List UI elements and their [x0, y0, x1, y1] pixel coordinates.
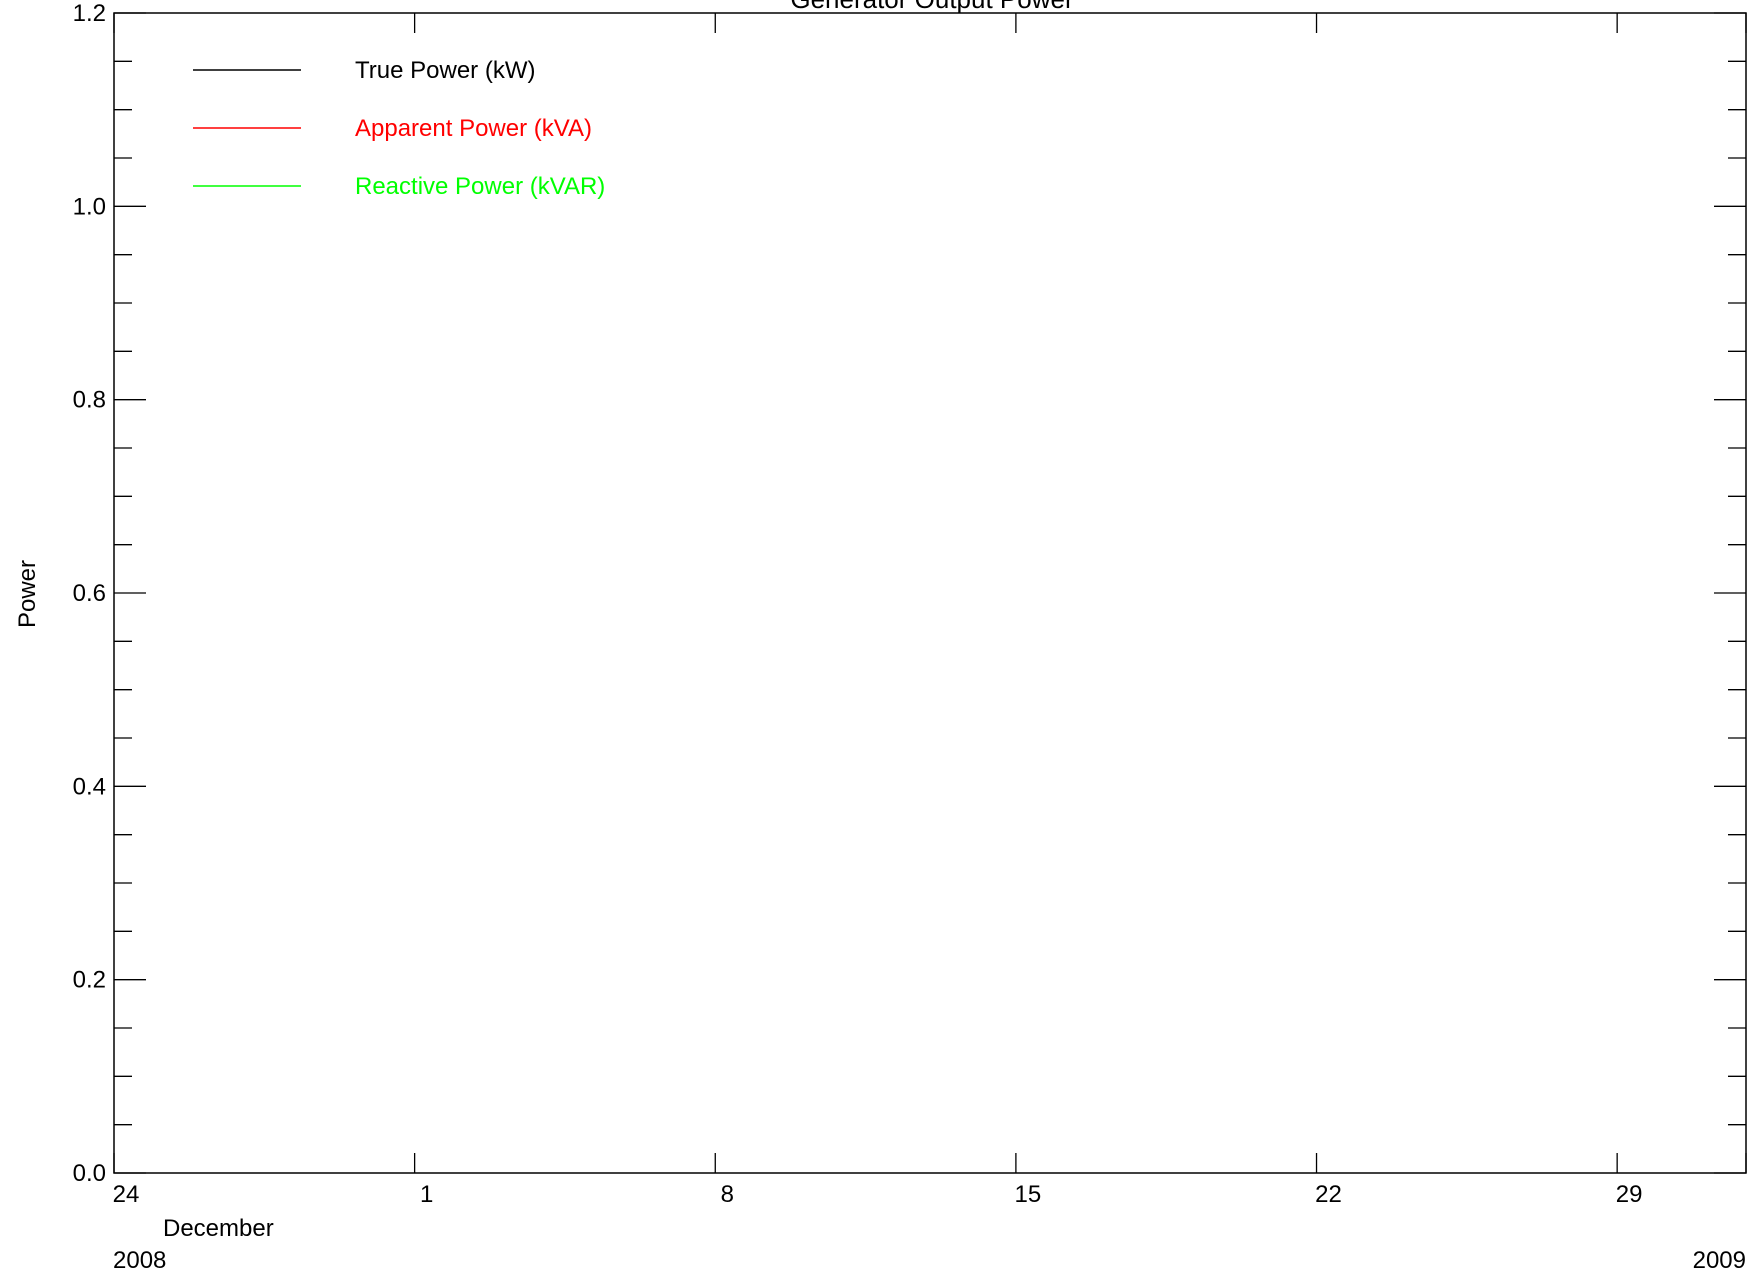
- legend-label: Apparent Power (kVA): [355, 115, 592, 142]
- chart-title: Generator Output Power: [790, 0, 1074, 14]
- legend-label: Reactive Power (kVAR): [355, 173, 605, 200]
- y-tick-label: 0.6: [73, 580, 106, 607]
- year-label-start: 2008: [113, 1247, 166, 1272]
- legend: True Power (kW) Apparent Power (kVA) React…: [193, 57, 605, 200]
- y-tick-label: 0.0: [73, 1160, 106, 1187]
- x-tick-label: 8: [721, 1181, 734, 1208]
- x-tick-label: 29: [1616, 1181, 1643, 1208]
- y-axis-label: Power: [14, 560, 41, 628]
- y-tick-label: 0.8: [73, 387, 106, 414]
- year-label-end: 2009: [1693, 1247, 1746, 1272]
- x-tick-label: 1: [420, 1181, 433, 1208]
- y-tick-label: 1.0: [73, 193, 106, 220]
- x-tick-label: 22: [1315, 1181, 1342, 1208]
- x-tick-label: 24: [113, 1181, 140, 1208]
- y-tick-label: 0.4: [73, 773, 106, 800]
- month-label: December: [163, 1215, 274, 1242]
- legend-label: True Power (kW): [355, 57, 535, 84]
- y-tick-label: 1.2: [73, 0, 106, 27]
- x-tick-label: 15: [1015, 1181, 1042, 1208]
- y-tick-label: 0.2: [73, 967, 106, 994]
- x-axis-ticks: 24 1 8 15 22 29: [113, 13, 1747, 1208]
- y-axis-ticks: 0.0 0.2 0.4 0.6 0.8 1.0 1.2: [73, 0, 1746, 1187]
